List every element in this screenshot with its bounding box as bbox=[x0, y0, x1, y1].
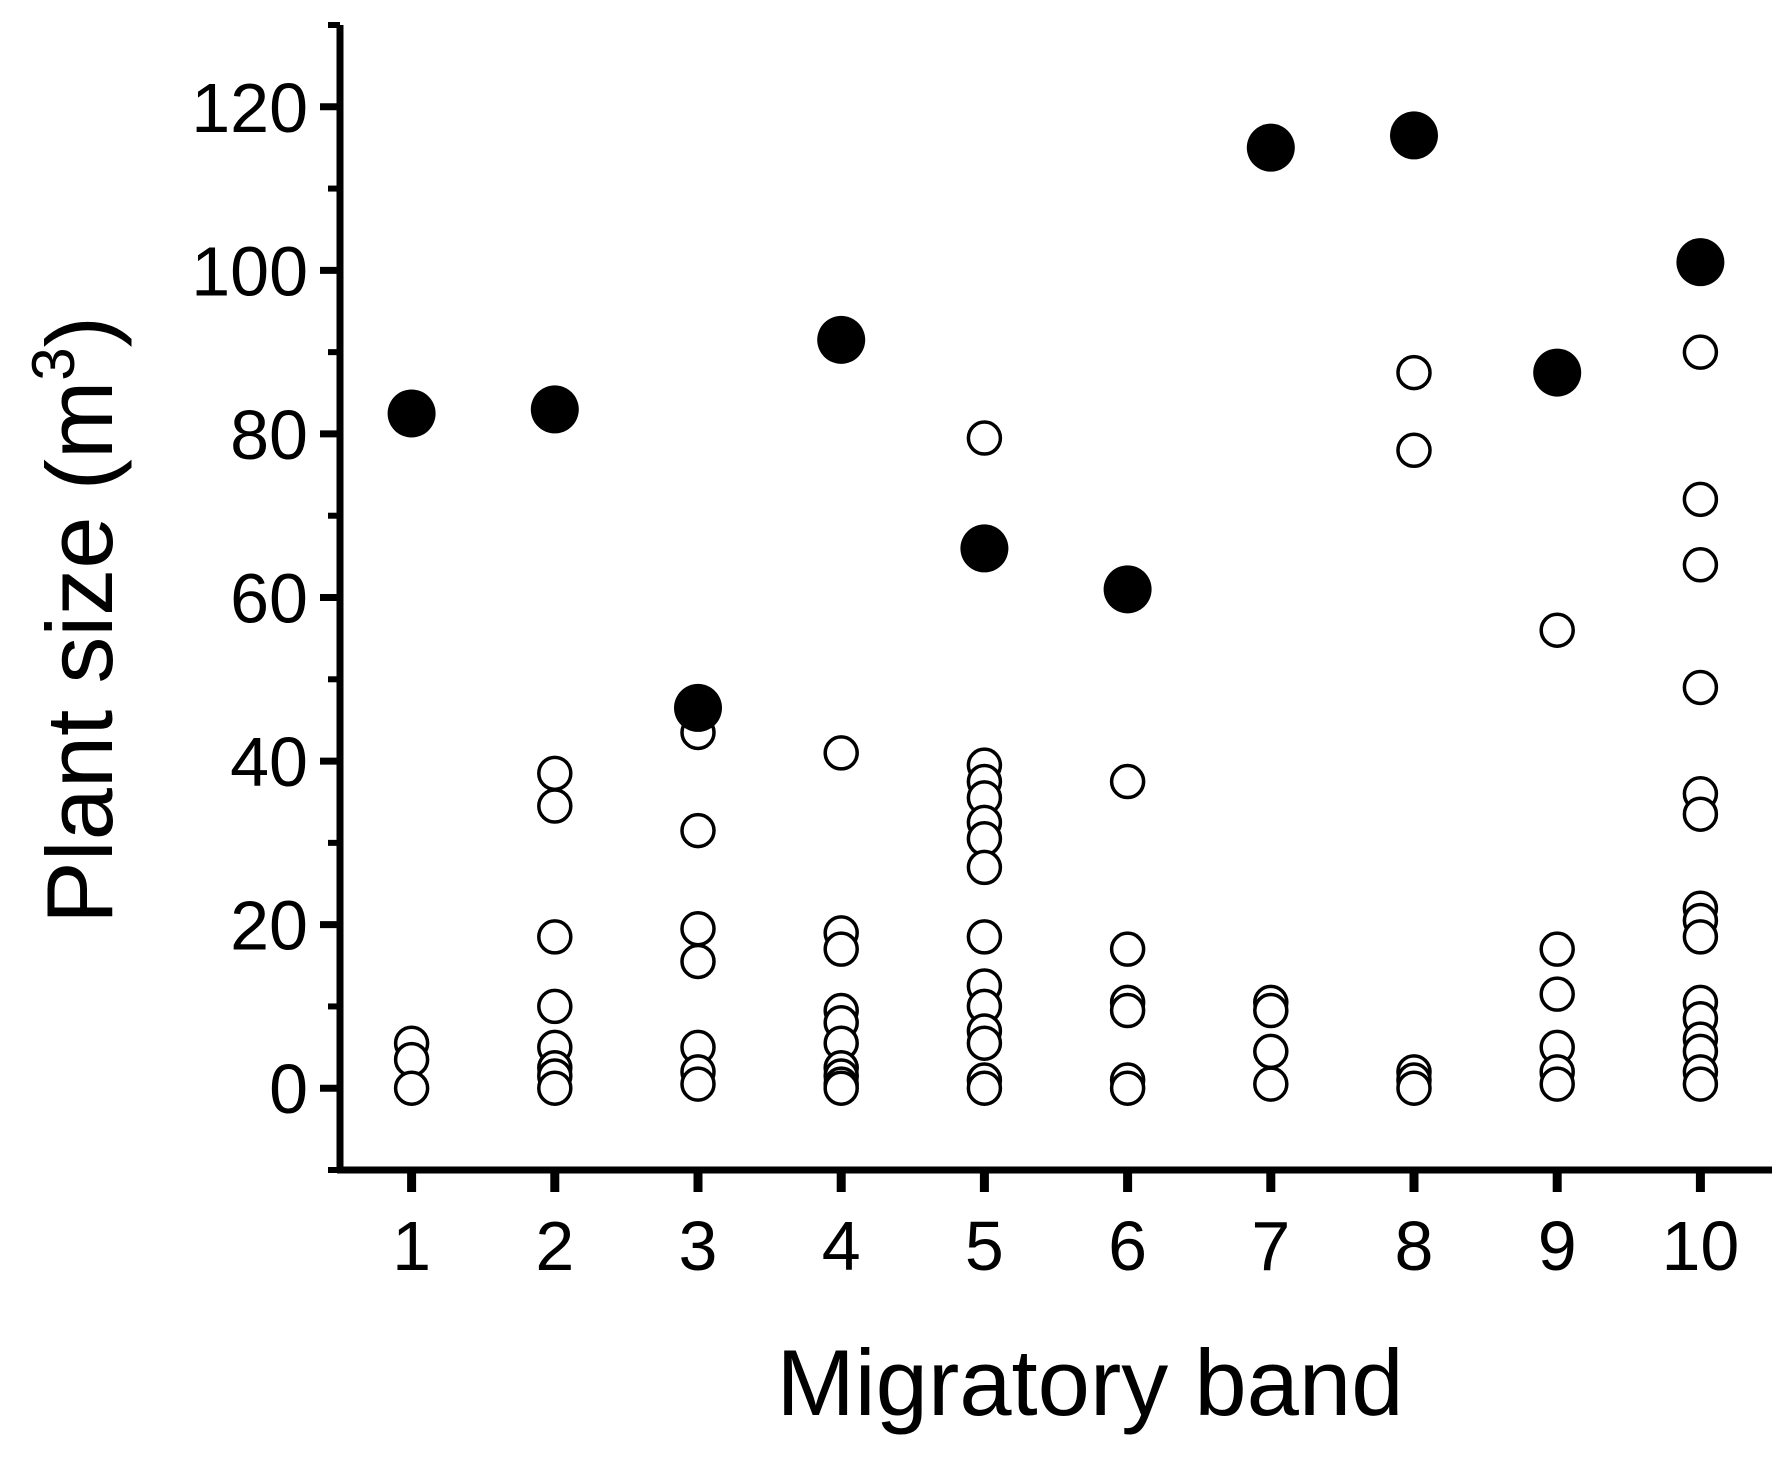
open-data-point bbox=[966, 1070, 1003, 1106]
open-data-point bbox=[1682, 669, 1719, 706]
open-data-point bbox=[537, 755, 573, 792]
open-data-point bbox=[1109, 992, 1146, 1029]
open-data-point bbox=[1253, 992, 1289, 1029]
y-tick-label: 80 bbox=[230, 396, 308, 474]
filled-data-point bbox=[1533, 348, 1582, 397]
open-data-point bbox=[1682, 919, 1719, 955]
open-data-point bbox=[1682, 1066, 1719, 1102]
open-data-point bbox=[966, 1025, 1003, 1061]
y-tick-label: 40 bbox=[230, 723, 308, 801]
open-data-point bbox=[1539, 976, 1575, 1012]
y-axis-title-superscript: 3 bbox=[20, 347, 87, 380]
open-data-point bbox=[1539, 1066, 1575, 1102]
x-axis-ticks: 1 2 3 4 5 6 7 8 9 10 bbox=[392, 1170, 1739, 1285]
filled-data-point bbox=[1246, 123, 1295, 172]
filled-data-point bbox=[530, 385, 579, 434]
filled-data-point bbox=[817, 315, 866, 364]
open-data-point bbox=[966, 919, 1003, 955]
open-data-point bbox=[537, 919, 573, 955]
y-tick-label: 120 bbox=[191, 69, 308, 147]
y-tick-label: 60 bbox=[230, 560, 308, 638]
open-data-point bbox=[1253, 1066, 1289, 1102]
y-tick-label: 0 bbox=[269, 1050, 308, 1128]
open-data-point bbox=[1109, 1070, 1146, 1106]
y-tick-label: 100 bbox=[191, 232, 308, 310]
open-data-point bbox=[823, 735, 859, 771]
x-tick-label: 3 bbox=[679, 1207, 718, 1285]
x-tick-label: 4 bbox=[822, 1207, 861, 1285]
y-axis-ticks: 0 20 40 60 80 100 120 bbox=[191, 22, 340, 1173]
open-data-point bbox=[1682, 334, 1719, 370]
open-data-point bbox=[1396, 354, 1432, 391]
open-data-point bbox=[680, 1066, 716, 1102]
y-axis-title-main: Plant size (m bbox=[27, 381, 132, 924]
open-data-point bbox=[1396, 432, 1432, 469]
data-points bbox=[387, 111, 1725, 1106]
open-data-point bbox=[1539, 612, 1575, 648]
open-data-point bbox=[1109, 931, 1146, 967]
open-data-point bbox=[1539, 931, 1575, 967]
x-axis-title: Migratory band bbox=[777, 1330, 1404, 1435]
filled-data-point bbox=[1676, 238, 1725, 287]
y-axis-title: Plant size (m3) bbox=[20, 316, 132, 924]
open-data-point bbox=[1682, 547, 1719, 583]
open-data-point bbox=[1109, 763, 1146, 800]
x-tick-label: 8 bbox=[1395, 1207, 1434, 1285]
x-tick-label: 10 bbox=[1661, 1207, 1739, 1285]
filled-data-point bbox=[674, 683, 722, 732]
x-tick-label: 6 bbox=[1108, 1207, 1147, 1285]
open-data-point bbox=[680, 910, 716, 947]
open-data-point bbox=[393, 1070, 430, 1106]
x-tick-label: 7 bbox=[1251, 1207, 1290, 1285]
filled-data-point bbox=[387, 389, 436, 438]
y-axis-title-close: ) bbox=[27, 316, 132, 347]
x-tick-label: 9 bbox=[1538, 1207, 1577, 1285]
open-data-point bbox=[966, 420, 1003, 456]
open-data-point bbox=[680, 943, 716, 980]
open-data-point bbox=[680, 812, 716, 849]
open-data-point bbox=[537, 1070, 573, 1106]
x-tick-label: 2 bbox=[535, 1207, 574, 1285]
open-data-point bbox=[1682, 796, 1719, 832]
x-tick-label: 5 bbox=[965, 1207, 1004, 1285]
open-data-point bbox=[1682, 481, 1719, 518]
open-data-point bbox=[1253, 1033, 1289, 1070]
filled-data-point bbox=[1103, 565, 1152, 614]
open-data-point bbox=[823, 1070, 859, 1106]
x-tick-label: 1 bbox=[392, 1207, 431, 1285]
open-data-point bbox=[823, 931, 859, 967]
filled-data-point bbox=[960, 524, 1009, 573]
y-tick-label: 20 bbox=[230, 887, 308, 965]
open-data-point bbox=[966, 849, 1003, 886]
open-data-point bbox=[537, 988, 573, 1025]
open-data-point bbox=[537, 788, 573, 824]
filled-data-point bbox=[1390, 111, 1438, 160]
open-data-point bbox=[1396, 1070, 1432, 1106]
